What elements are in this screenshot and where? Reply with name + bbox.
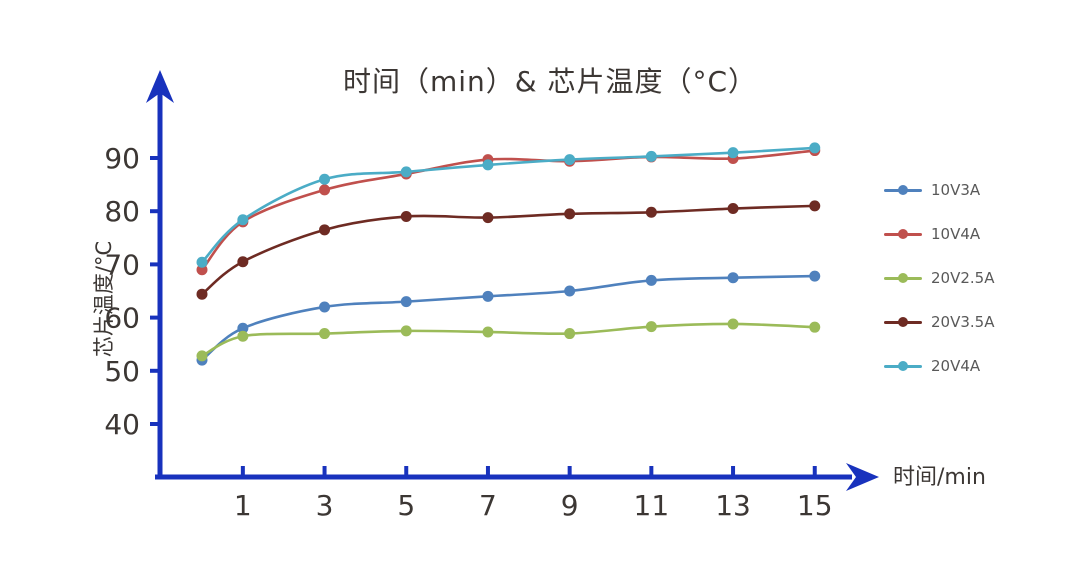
y-axis-label: 芯片温度/°C (92, 240, 116, 358)
x-tick-label-7: 7 (479, 489, 497, 522)
legend: 10V3A 10V4A 20V2.5A 20V3.5A 20V4A (884, 0, 1074, 568)
legend-marker-icon (884, 360, 922, 372)
marker-10V3A-x13 (727, 272, 739, 284)
legend-item-20V4A: 20V4A (884, 344, 980, 388)
marker-20V4A-x1 (237, 214, 249, 226)
y-tick-label-50: 50 (104, 355, 140, 388)
legend-label: 20V4A (931, 357, 981, 375)
y-tick-label-90: 90 (104, 142, 140, 175)
marker-20V3.5A-x5 (400, 211, 412, 223)
x-tick-label-9: 9 (561, 489, 579, 522)
marker-20V3.5A-x7 (482, 212, 494, 224)
marker-20V2.5A-x9 (564, 328, 576, 340)
legend-marker-icon (884, 316, 922, 328)
legend-marker-icon (884, 184, 922, 196)
marker-20V2.5A-x13 (727, 318, 739, 330)
marker-20V3.5A-x0 (196, 288, 208, 300)
marker-20V4A-x3 (319, 173, 331, 185)
x-tick-label-15: 15 (797, 489, 833, 522)
x-tick-label-3: 3 (316, 489, 334, 522)
marker-10V3A-x15 (809, 270, 821, 282)
legend-label: 10V3A (931, 181, 981, 199)
marker-20V3.5A-x3 (319, 224, 331, 236)
marker-20V2.5A-x0 (196, 350, 208, 362)
marker-10V4A-x3 (319, 184, 331, 196)
y-axis-arrow-icon (146, 70, 174, 103)
legend-item-10V3A: 10V3A (884, 168, 980, 212)
series-line-10V3A (200, 274, 817, 362)
marker-20V2.5A-x11 (645, 321, 657, 333)
y-tick-label-70: 70 (104, 248, 140, 281)
marker-10V3A-x1 (237, 322, 249, 334)
marker-20V4A-x15 (809, 142, 821, 154)
legend-label: 20V2.5A (931, 269, 995, 287)
y-tick-label-40: 40 (104, 408, 140, 441)
marker-20V4A-x13 (727, 147, 739, 159)
marker-10V3A-x5 (400, 296, 412, 308)
series-line-20V4A (200, 146, 817, 264)
marker-10V3A-x3 (319, 301, 331, 313)
legend-label: 10V4A (931, 225, 981, 243)
x-tick-label-1: 1 (234, 489, 252, 522)
marker-20V4A-x7 (482, 159, 494, 171)
legend-marker-icon (884, 228, 922, 240)
x-axis-arrow-icon (846, 463, 879, 491)
marker-20V4A-x9 (564, 154, 576, 166)
chart-title: 时间（min）& 芯片温度（°C） (342, 65, 758, 98)
marker-20V4A-x11 (645, 150, 657, 162)
series-line-20V3.5A (200, 204, 817, 296)
series-line-20V2.5A (200, 322, 817, 358)
y-tick-label-60: 60 (104, 302, 140, 335)
x-tick-label-11: 11 (634, 489, 670, 522)
legend-label: 20V3.5A (931, 313, 995, 331)
marker-20V2.5A-x7 (482, 326, 494, 338)
x-tick-label-13: 13 (715, 489, 751, 522)
marker-20V3.5A-x1 (237, 256, 249, 268)
marker-20V2.5A-x15 (809, 321, 821, 333)
x-tick-label-5: 5 (397, 489, 415, 522)
legend-item-10V4A: 10V4A (884, 212, 980, 256)
marker-20V2.5A-x1 (237, 330, 249, 342)
marker-20V3.5A-x9 (564, 208, 576, 220)
legend-item-20V3.5A: 20V3.5A (884, 300, 994, 344)
marker-10V3A-x9 (564, 285, 576, 297)
marker-10V3A-x11 (645, 274, 657, 286)
marker-20V2.5A-x5 (400, 325, 412, 337)
marker-20V2.5A-x3 (319, 328, 331, 340)
x-axis-label: 时间/min (893, 465, 986, 490)
marker-20V3.5A-x15 (809, 200, 821, 212)
legend-item-20V2.5A: 20V2.5A (884, 256, 994, 300)
y-tick-label-80: 80 (104, 195, 140, 228)
marker-20V3.5A-x13 (727, 203, 739, 215)
marker-20V3.5A-x11 (645, 206, 657, 218)
legend-marker-icon (884, 272, 922, 284)
marker-20V4A-x0 (196, 256, 208, 268)
marker-10V3A-x7 (482, 290, 494, 302)
marker-20V4A-x5 (400, 166, 412, 178)
